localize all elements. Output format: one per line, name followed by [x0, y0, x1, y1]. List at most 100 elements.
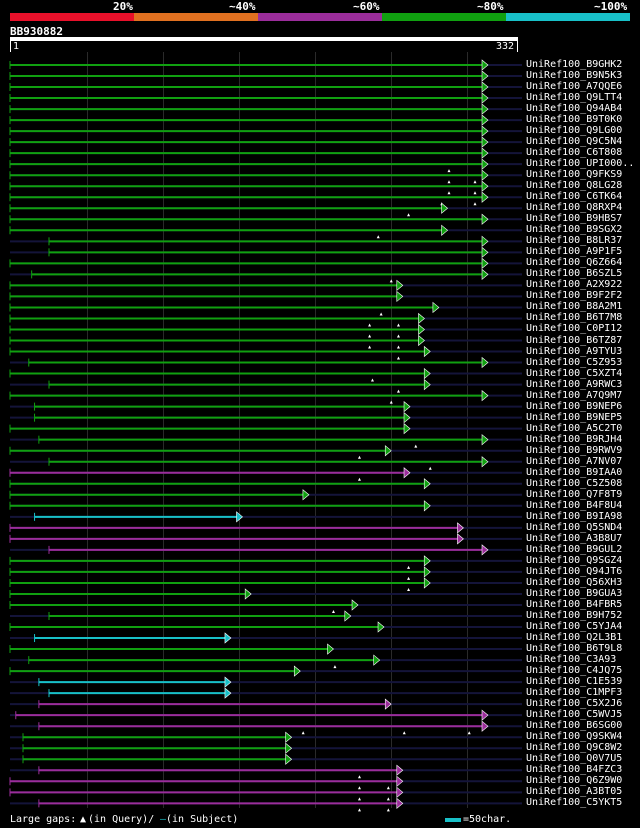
query-ruler — [10, 37, 518, 41]
hit-name-link[interactable]: UniRef100_C5YJA4 — [526, 621, 623, 633]
hit-name-link[interactable]: UniRef100_C1MPF3 — [526, 687, 623, 699]
gap-marker-icon — [407, 576, 411, 580]
legend-label-60: ~60% — [353, 0, 380, 13]
hit-name-link[interactable]: UniRef100_B4F8U4 — [526, 499, 623, 511]
hit-name-link[interactable]: UniRef100_Q2L3B1 — [526, 632, 623, 644]
hit-name-link[interactable]: UniRef100_B8A2M1 — [526, 301, 623, 313]
hit-name-link[interactable]: UniRef100_B9NEP6 — [526, 400, 623, 412]
hit-name-link[interactable]: UniRef100_Q6Z9W0 — [526, 775, 623, 787]
hit-name-link[interactable]: UniRef100_Q56XH3 — [526, 576, 623, 588]
hit-name-link[interactable]: UniRef100_A7Q9M7 — [526, 389, 623, 401]
hit-name-link[interactable]: UniRef100_B9SGX2 — [526, 224, 623, 236]
hit-name-link[interactable]: UniRef100_C6TK64 — [526, 191, 623, 203]
hit-name-link[interactable]: UniRef100_C0PI12 — [526, 323, 623, 335]
hit-name-link[interactable]: UniRef100_Q5SND4 — [526, 521, 623, 533]
gap-marker-icon — [368, 323, 372, 327]
hit-arrow-icon — [403, 400, 411, 413]
hit-name-link[interactable]: UniRef100_Q0V7U5 — [526, 753, 623, 765]
legend-swatch-100 — [506, 13, 630, 21]
hit-arrow-icon — [396, 290, 404, 303]
hit-name-link[interactable]: UniRef100_B4FBR5 — [526, 598, 623, 610]
hit-arrow-icon — [373, 654, 381, 666]
hit-arrow-icon — [481, 81, 489, 93]
hit-name-link[interactable]: UniRef100_C1E539 — [526, 676, 623, 688]
hit-name-link[interactable]: UniRef100_Q9FKS9 — [526, 169, 623, 181]
hit-name-link[interactable]: UniRef100_B9IA98 — [526, 510, 623, 522]
hit-arrow-icon — [384, 698, 392, 710]
hit-name-link[interactable]: UniRef100_A7QQE6 — [526, 81, 623, 93]
hit-arrow-icon — [344, 610, 352, 622]
hit-name-link[interactable]: UniRef100_A3B8U7 — [526, 532, 623, 544]
hit-name-link[interactable]: UniRef100_A5C2T0 — [526, 422, 623, 434]
hit-name-link[interactable]: UniRef100_Q7F8T9 — [526, 488, 623, 500]
hit-arrow-icon — [481, 709, 489, 721]
hit-name-link[interactable]: UniRef100_Q94AB4 — [526, 103, 623, 115]
hit-name-link[interactable]: UniRef100_B9N5K3 — [526, 70, 623, 82]
hit-name-link[interactable]: UniRef100_Q8LG28 — [526, 180, 623, 192]
hit-name-link[interactable]: UniRef100_B4FZC3 — [526, 764, 623, 776]
gap-marker-icon — [473, 191, 477, 195]
hit-arrow-icon — [481, 456, 489, 468]
hit-arrow-icon — [285, 753, 293, 765]
hit-name-link[interactable]: UniRef100_C4JQ75 — [526, 665, 623, 677]
hit-name-link[interactable]: UniRef100_B9F2F2 — [526, 290, 623, 302]
hit-name-link[interactable]: UniRef100_B6T9L8 — [526, 643, 623, 655]
hit-name-link[interactable]: UniRef100_B6TZ87 — [526, 334, 623, 346]
hit-name-link[interactable]: UniRef100_A9RWC3 — [526, 378, 623, 390]
hit-arrow-icon — [481, 213, 489, 225]
hit-name-link[interactable]: UniRef100_C5YKT5 — [526, 797, 623, 809]
hit-name-link[interactable]: UniRef100_C5X2J6 — [526, 698, 623, 710]
hit-name-link[interactable]: UniRef100_C3A93 — [526, 654, 617, 666]
hit-name-link[interactable]: UniRef100_A7NV07 — [526, 455, 623, 467]
hit-arrow-icon — [481, 180, 489, 192]
hit-name-link[interactable]: UniRef100_Q9SGZ4 — [526, 554, 623, 566]
hit-name-link[interactable]: UniRef100_B9IAA0 — [526, 466, 623, 478]
hit-name-link[interactable]: UniRef100_Q9SKW4 — [526, 731, 623, 743]
hit-name-link[interactable]: UniRef100_A3BT05 — [526, 786, 623, 798]
hit-arrow-icon — [423, 345, 431, 358]
gap-marker-icon — [407, 587, 411, 591]
hit-name-link[interactable]: UniRef100_Q9C8W2 — [526, 742, 623, 754]
hit-name-link[interactable]: UniRef100_Q94JT6 — [526, 565, 623, 577]
hit-name-link[interactable]: UniRef100_B9RJH4 — [526, 433, 623, 445]
hit-name-link[interactable]: UniRef100_B8LR37 — [526, 235, 623, 247]
hit-arrow-icon — [224, 676, 232, 688]
grid-line — [87, 52, 88, 808]
hit-name-link[interactable]: UniRef100_B9GUL2 — [526, 543, 623, 555]
hit-name-link[interactable]: UniRef100_B6T7M8 — [526, 312, 623, 324]
hit-name-link[interactable]: UniRef100_C5XZT4 — [526, 367, 623, 379]
grid-line — [315, 52, 316, 808]
hit-name-link[interactable]: UniRef100_B9GHK2 — [526, 59, 623, 70]
hit-name-link[interactable]: UniRef100_Q9C5N4 — [526, 136, 623, 148]
hit-name-link[interactable]: UniRef100_Q8RXP4 — [526, 202, 623, 214]
hit-name-link[interactable]: UniRef100_B6SG00 — [526, 720, 623, 732]
hit-name-link[interactable]: UniRef100_B9NEP5 — [526, 411, 623, 423]
hit-name-link[interactable]: UniRef100_A9P1F5 — [526, 246, 623, 258]
hit-arrow-icon — [403, 411, 411, 424]
hit-name-link[interactable]: UniRef100_C5Z953 — [526, 356, 623, 368]
hit-name-link[interactable]: UniRef100_Q6Z664 — [526, 257, 623, 269]
legend-swatch-60 — [258, 13, 382, 21]
hit-arrow-icon — [481, 92, 489, 104]
hit-name-link[interactable]: UniRef100_A2X922 — [526, 279, 623, 291]
hit-name-link[interactable]: UniRef100_UPI000.. — [526, 158, 635, 170]
hit-name-link[interactable]: UniRef100_C6T808 — [526, 147, 623, 159]
hit-arrow-icon — [396, 279, 404, 292]
hit-name-link[interactable]: UniRef100_B9HBS7 — [526, 213, 623, 225]
hit-name-link[interactable]: UniRef100_B9T0K0 — [526, 114, 623, 126]
hit-name-link[interactable]: UniRef100_B9H752 — [526, 610, 623, 621]
hit-name-link[interactable]: UniRef100_C5WVJ5 — [526, 709, 623, 721]
gap-marker-icon — [389, 400, 393, 404]
hit-name-link[interactable]: UniRef100_B9GUA3 — [526, 587, 623, 599]
hit-name-link[interactable]: UniRef100_Q9LTT4 — [526, 92, 623, 104]
hit-arrow-icon — [224, 632, 232, 644]
hit-arrow-icon — [285, 742, 293, 754]
hit-name-link[interactable]: UniRef100_A9TYU3 — [526, 345, 623, 357]
gap-marker-icon — [396, 345, 400, 349]
hit-name-link[interactable]: UniRef100_B9RWV9 — [526, 444, 623, 456]
hit-arrow-icon — [418, 334, 425, 347]
hit-name-link[interactable]: UniRef100_Q9LG00 — [526, 125, 623, 137]
hit-name-link[interactable]: UniRef100_B6SZL5 — [526, 268, 623, 280]
hit-name-link[interactable]: UniRef100_C5Z508 — [526, 477, 623, 489]
hit-arrow-icon — [351, 599, 359, 611]
